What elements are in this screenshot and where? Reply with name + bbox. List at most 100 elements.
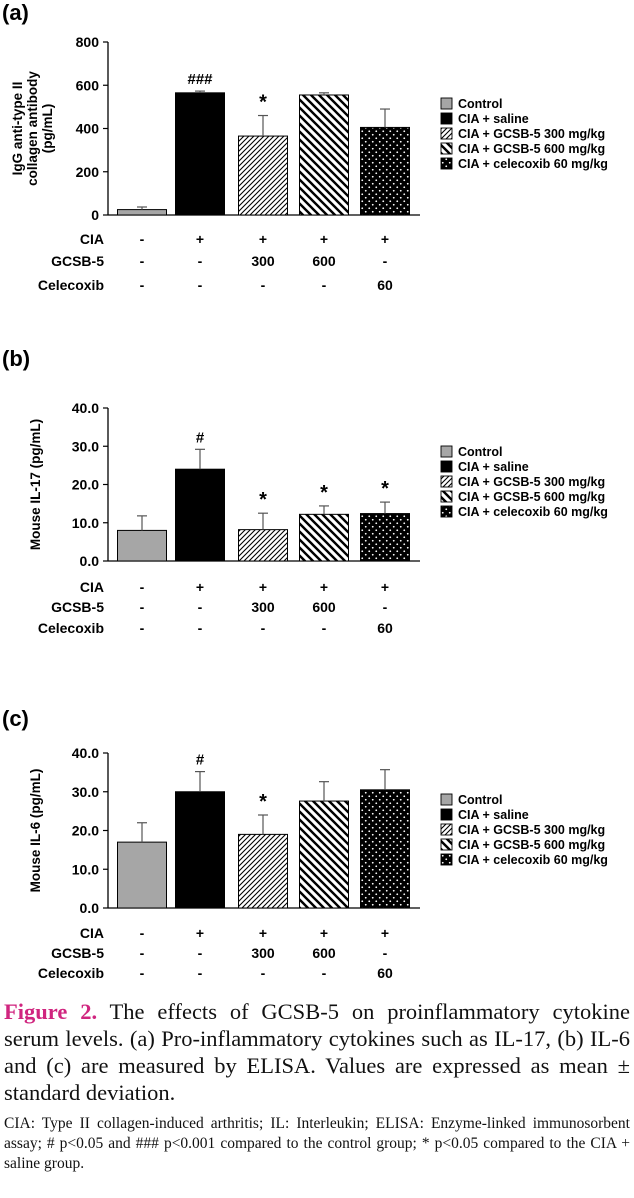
- legend-entry: CIA + GCSB-5 300 mg/kg: [458, 823, 605, 837]
- legend-swatch-gcsb300: [440, 823, 453, 836]
- condition-value: +: [381, 925, 389, 941]
- legend-entry: CIA + GCSB-5 600 mg/kg: [458, 142, 605, 156]
- condition-label: GCSB-5: [51, 945, 104, 961]
- panel-label: (a): [2, 0, 29, 25]
- y-tick-label: 0.0: [80, 553, 100, 569]
- condition-value: -: [198, 945, 203, 961]
- condition-value: +: [320, 925, 328, 941]
- legend-swatch-gcsb300: [440, 127, 453, 140]
- condition-value: -: [322, 277, 327, 293]
- figure-caption: Figure 2. The effects of GCSB-5 on proin…: [0, 998, 634, 1174]
- condition-value: 60: [377, 277, 393, 293]
- legend-swatch-control: [440, 97, 453, 110]
- y-tick-label: 10.0: [72, 515, 99, 531]
- condition-label: CIA: [80, 925, 104, 941]
- y-axis-label: (pg/mL): [40, 104, 55, 154]
- y-tick-label: 0.0: [80, 900, 100, 916]
- condition-value: -: [261, 965, 266, 981]
- y-tick-label: 40.0: [72, 745, 99, 761]
- condition-value: +: [196, 925, 204, 941]
- legend-entry: Control: [458, 97, 502, 111]
- y-axis-label: Mouse IL-6 (pg/mL): [28, 769, 43, 893]
- y-axis-label: IgG anti-type II: [10, 82, 25, 176]
- condition-value: +: [196, 231, 204, 247]
- y-axis-label: collagen antibody: [25, 71, 40, 186]
- condition-value: -: [383, 945, 388, 961]
- bar-gcsb300: [238, 529, 288, 562]
- y-axis-label: Mouse IL-17 (pg/mL): [28, 419, 43, 550]
- legend-entry: Control: [458, 793, 502, 807]
- condition-label: CIA: [80, 231, 104, 247]
- y-tick-label: 200: [76, 164, 100, 180]
- y-tick-label: 30.0: [72, 438, 99, 454]
- condition-label: GCSB-5: [51, 253, 104, 269]
- condition-value: +: [320, 579, 328, 595]
- legend-entry: CIA + saline: [458, 460, 529, 474]
- legend-entry: CIA + celecoxib 60 mg/kg: [458, 853, 608, 867]
- y-tick-label: 800: [76, 34, 100, 50]
- condition-value: +: [381, 231, 389, 247]
- legend-swatch-celecoxib: [440, 505, 453, 518]
- significance-marker: *: [259, 92, 267, 114]
- condition-value: +: [259, 925, 267, 941]
- bar-celecoxib: [360, 789, 410, 909]
- condition-value: -: [140, 277, 145, 293]
- y-tick-label: 10.0: [72, 861, 99, 877]
- legend-swatch-gcsb600: [440, 838, 453, 851]
- significance-marker: *: [259, 791, 267, 813]
- bar-celecoxib: [360, 513, 410, 562]
- condition-value: +: [381, 579, 389, 595]
- bar-saline: [175, 791, 225, 909]
- legend-entry: CIA + saline: [458, 112, 529, 126]
- bar-celecoxib: [360, 126, 410, 216]
- y-tick-label: 20.0: [72, 823, 99, 839]
- bar-control: [117, 841, 167, 909]
- legend-swatch-control: [440, 793, 453, 806]
- condition-value: -: [198, 599, 203, 615]
- condition-value: +: [259, 579, 267, 595]
- condition-value: 600: [312, 599, 336, 615]
- condition-value: +: [320, 231, 328, 247]
- condition-value: -: [140, 945, 145, 961]
- bar-gcsb600: [299, 800, 349, 909]
- y-tick-label: 600: [76, 77, 100, 93]
- bar-saline: [175, 92, 225, 216]
- legend-swatch-saline: [440, 460, 453, 473]
- condition-value: -: [322, 620, 327, 636]
- condition-value: 60: [377, 965, 393, 981]
- caption-note: CIA: Type II collagen-induced arthritis;…: [4, 1115, 630, 1172]
- legend-entry: CIA + saline: [458, 808, 529, 822]
- caption-text: The effects of GCSB-5 on proinflammatory…: [4, 999, 630, 1105]
- condition-value: -: [140, 925, 145, 941]
- y-tick-label: 20.0: [72, 477, 99, 493]
- legend-entry: Control: [458, 445, 502, 459]
- condition-value: -: [198, 620, 203, 636]
- condition-value: -: [140, 599, 145, 615]
- bar-gcsb300: [238, 833, 288, 909]
- panel-label: (c): [2, 706, 29, 731]
- condition-value: -: [140, 965, 145, 981]
- bar-control: [117, 529, 167, 562]
- condition-value: -: [383, 599, 388, 615]
- legend-entry: CIA + GCSB-5 600 mg/kg: [458, 490, 605, 504]
- condition-value: -: [322, 965, 327, 981]
- condition-value: -: [261, 277, 266, 293]
- legend-entry: CIA + celecoxib 60 mg/kg: [458, 505, 608, 519]
- condition-value: 600: [312, 253, 336, 269]
- condition-value: -: [140, 579, 145, 595]
- condition-label: GCSB-5: [51, 599, 104, 615]
- y-tick-label: 40.0: [72, 400, 99, 416]
- legend-entry: CIA + GCSB-5 300 mg/kg: [458, 475, 605, 489]
- condition-value: 600: [312, 945, 336, 961]
- legend-entry: CIA + celecoxib 60 mg/kg: [458, 157, 608, 171]
- legend-swatch-celecoxib: [440, 853, 453, 866]
- condition-label: Celecoxib: [38, 277, 104, 293]
- condition-label: CIA: [80, 579, 104, 595]
- significance-marker: *: [320, 482, 328, 504]
- bar-saline: [175, 468, 225, 562]
- condition-value: -: [198, 253, 203, 269]
- condition-label: Celecoxib: [38, 965, 104, 981]
- legend-entry: CIA + GCSB-5 300 mg/kg: [458, 127, 605, 141]
- figure: (a) 0 200 400 600 800 IgG anti-type II collagen…: [2, 0, 608, 981]
- caption-label: Figure 2.: [4, 999, 98, 1024]
